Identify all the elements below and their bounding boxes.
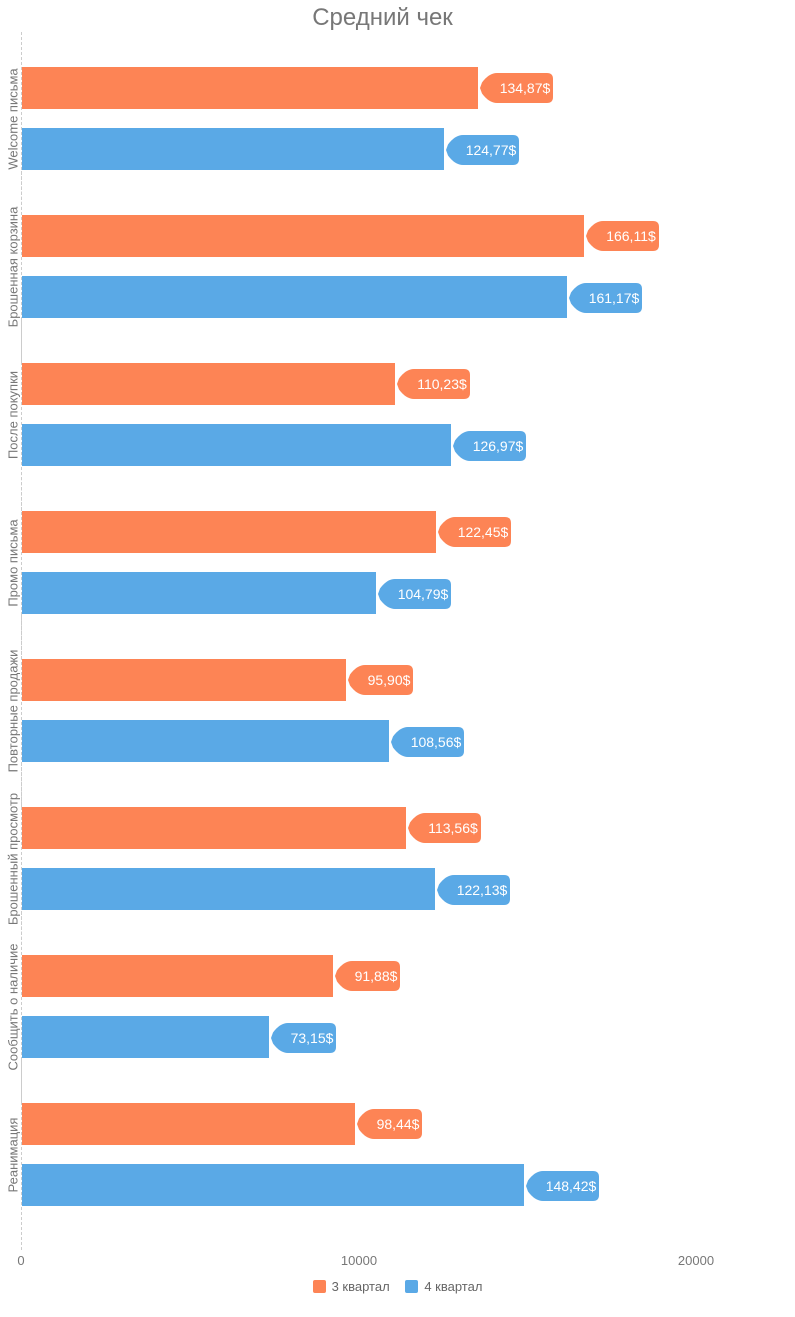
svg-text:73,15$: 73,15$: [291, 1030, 334, 1046]
svg-text:98,44$: 98,44$: [376, 1116, 419, 1132]
svg-text:122,13$: 122,13$: [456, 882, 507, 898]
svg-text:104,79$: 104,79$: [398, 586, 449, 602]
svg-text:95,90$: 95,90$: [368, 672, 411, 688]
svg-text:161,17$: 161,17$: [588, 290, 639, 306]
svg-text:126,97$: 126,97$: [473, 438, 524, 454]
svg-text:148,42$: 148,42$: [545, 1178, 596, 1194]
svg-text:122,45$: 122,45$: [458, 524, 509, 540]
svg-text:113,56$: 113,56$: [428, 820, 478, 836]
svg-text:110,23$: 110,23$: [417, 376, 467, 392]
svg-text:91,88$: 91,88$: [354, 968, 397, 984]
svg-text:166,11$: 166,11$: [606, 228, 656, 244]
svg-text:134,87$: 134,87$: [500, 80, 551, 96]
svg-text:108,56$: 108,56$: [411, 734, 462, 750]
svg-text:124,77$: 124,77$: [465, 142, 516, 158]
